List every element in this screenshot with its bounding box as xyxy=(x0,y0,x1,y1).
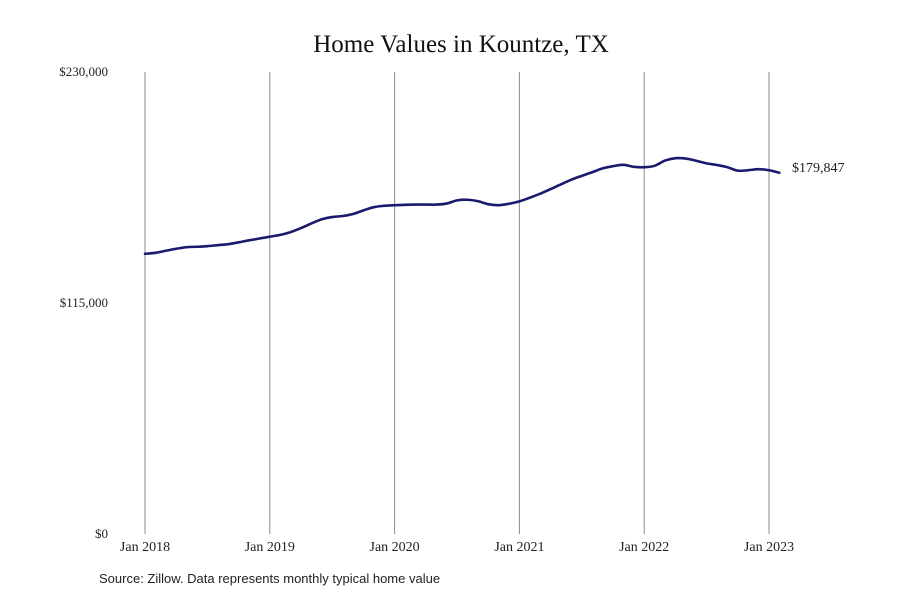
y-tick-label: $115,000 xyxy=(60,295,108,310)
source-note: Source: Zillow. Data represents monthly … xyxy=(99,571,441,586)
vertical-gridlines xyxy=(144,72,770,534)
x-tick-label: Jan 2020 xyxy=(370,540,420,555)
x-axis-ticks: Jan 2018 Jan 2019 Jan 2020 Jan 2021 Jan 2022… xyxy=(120,540,794,555)
last-value-label: $179,847 xyxy=(792,161,845,176)
home-value-series-line xyxy=(143,156,781,256)
x-tick-label: Jan 2018 xyxy=(120,540,170,555)
y-axis-ticks: $0 $115,000 $230,000 xyxy=(59,64,108,541)
x-tick-label: Jan 2021 xyxy=(494,540,544,555)
y-tick-label: $230,000 xyxy=(59,64,108,79)
x-tick-label: Jan 2023 xyxy=(744,540,794,555)
x-tick-label: Jan 2022 xyxy=(619,540,669,555)
x-tick-label: Jan 2019 xyxy=(245,540,295,555)
y-tick-label: $0 xyxy=(95,526,108,541)
chart-title: Home Values in Kountze, TX xyxy=(313,31,609,58)
